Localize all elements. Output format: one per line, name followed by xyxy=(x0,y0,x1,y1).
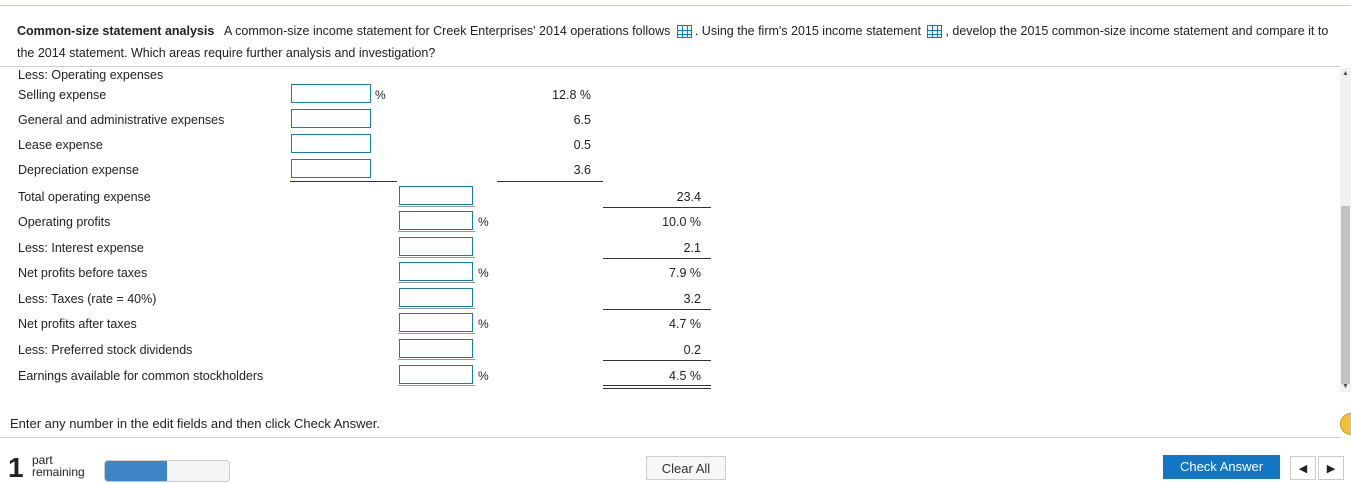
given-value: 3.2 xyxy=(683,292,701,306)
progress-fill xyxy=(105,461,167,481)
scroll-down-icon[interactable]: ▼ xyxy=(1342,383,1349,390)
answer-input[interactable] xyxy=(399,186,473,205)
given-value: 0.2 xyxy=(683,343,701,357)
input-underline xyxy=(398,257,475,258)
given-value: 4.7 % xyxy=(669,317,701,331)
subtotal-line xyxy=(290,181,397,182)
subtotal-line xyxy=(497,181,603,182)
divider xyxy=(0,437,1341,438)
top-bar xyxy=(0,0,1351,6)
scroll-up-icon[interactable]: ▲ xyxy=(1342,70,1349,77)
row-label: Lease expense xyxy=(18,138,103,152)
percent-unit: % xyxy=(478,215,489,229)
answer-input[interactable] xyxy=(399,262,473,281)
percent-unit: % xyxy=(478,369,489,383)
row-label: Earnings available for common stockholde… xyxy=(18,369,264,383)
question-part-2: . Using the firm's 2015 income statement xyxy=(694,24,921,38)
divider xyxy=(0,66,1341,67)
instructions: Enter any number in the edit fields and … xyxy=(10,416,380,431)
row-label: Less: Interest expense xyxy=(18,241,144,255)
subtotal-line xyxy=(603,360,711,361)
given-value: 0.5 xyxy=(573,138,591,152)
parts-label: part remaining xyxy=(32,454,85,478)
input-underline xyxy=(398,308,475,309)
answer-input[interactable] xyxy=(291,159,371,178)
subtotal-line xyxy=(603,207,711,208)
row-label: Net profits before taxes xyxy=(18,266,148,280)
input-underline xyxy=(398,231,475,232)
help-icon[interactable] xyxy=(1340,413,1351,435)
input-underline xyxy=(398,333,475,334)
answer-input[interactable] xyxy=(399,211,473,230)
row-label: Less: Taxes (rate = 40%) xyxy=(18,292,157,306)
question-text: Common-size statement analysis A common-… xyxy=(17,20,1337,64)
question-title: Common-size statement analysis xyxy=(17,24,215,38)
progress-bar xyxy=(104,460,230,482)
row-label: Operating profits xyxy=(18,215,111,229)
given-value: 23.4 xyxy=(676,190,701,204)
row-label: Selling expense xyxy=(18,88,107,102)
row-label: General and administrative expenses xyxy=(18,113,225,127)
next-icon[interactable]: ▶ xyxy=(1318,456,1344,480)
answer-input[interactable] xyxy=(399,288,473,307)
question-part-1: A common-size income statement for Creek… xyxy=(224,24,671,38)
answer-input[interactable] xyxy=(291,109,371,128)
scrollbar-thumb[interactable] xyxy=(1341,206,1350,384)
answer-input[interactable] xyxy=(399,339,473,358)
percent-unit: % xyxy=(375,88,386,102)
given-value: 7.9 % xyxy=(669,266,701,280)
row-label: Less: Preferred stock dividends xyxy=(18,343,193,357)
answer-input[interactable] xyxy=(291,84,371,103)
check-answer-button[interactable]: Check Answer xyxy=(1163,455,1280,479)
parts-label-1: part xyxy=(32,453,53,467)
double-underline xyxy=(603,385,711,389)
given-value: 3.6 xyxy=(573,163,591,177)
input-underline xyxy=(398,385,475,386)
clear-all-button[interactable]: Clear All xyxy=(646,456,726,480)
given-value: 6.5 xyxy=(573,113,591,127)
given-value: 2.1 xyxy=(683,241,701,255)
input-underline xyxy=(398,206,475,207)
question-part-3: , develop the 2015 common-size income st… xyxy=(17,24,1329,60)
row-label: Total operating expense xyxy=(18,190,151,204)
parts-label-2: remaining xyxy=(32,465,85,479)
input-underline xyxy=(398,359,475,360)
percent-unit: % xyxy=(478,317,489,331)
answer-input[interactable] xyxy=(399,365,473,384)
subtotal-line xyxy=(603,258,711,259)
section-label: Less: Operating expenses xyxy=(18,68,164,82)
answer-input[interactable] xyxy=(399,237,473,256)
answer-input[interactable] xyxy=(291,134,371,153)
percent-unit: % xyxy=(478,266,489,280)
row-label: Depreciation expense xyxy=(18,163,139,177)
row-label: Net profits after taxes xyxy=(18,317,137,331)
input-underline xyxy=(398,282,475,283)
given-value: 12.8 % xyxy=(552,88,591,102)
parts-count: 1 xyxy=(8,452,24,483)
table-icon[interactable] xyxy=(927,25,943,38)
table-icon[interactable] xyxy=(676,25,692,38)
given-value: 10.0 % xyxy=(662,215,701,229)
subtotal-line xyxy=(603,309,711,310)
given-value: 4.5 % xyxy=(669,369,701,383)
previous-icon[interactable]: ◀ xyxy=(1290,456,1316,480)
answer-input[interactable] xyxy=(399,313,473,332)
